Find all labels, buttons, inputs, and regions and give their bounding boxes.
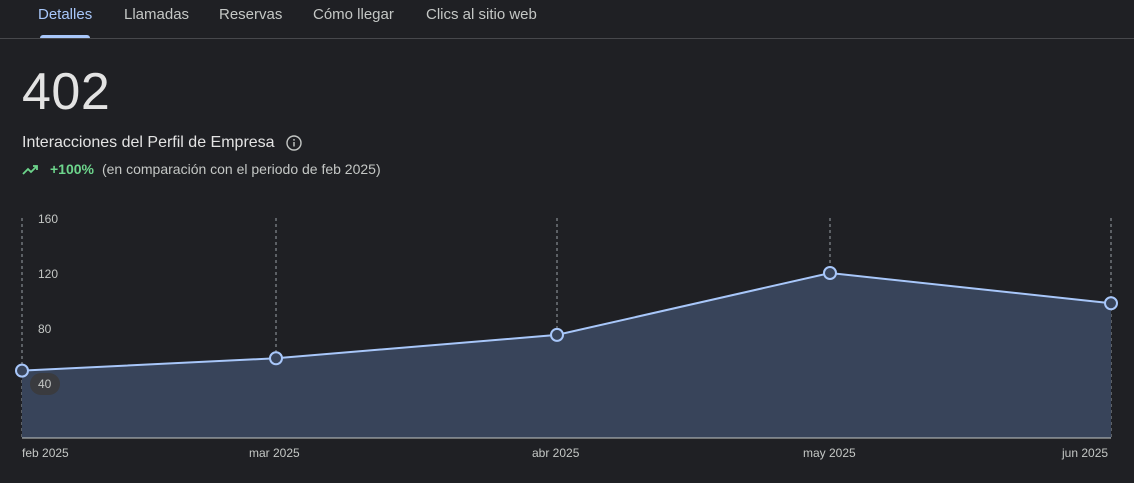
tab-reservas[interactable]: Reservas [219, 6, 283, 23]
data-point[interactable] [269, 351, 283, 366]
series-area [22, 273, 1111, 438]
y-tick-label: 160 [38, 212, 59, 226]
y-tick-label: 40 [38, 377, 52, 391]
trend-comparison-text: (en comparación con el periodo de feb 20… [101, 161, 381, 177]
interactions-chart: 160 120 80 40 feb 2025 mar 2025 abr 2025… [0, 200, 1134, 483]
trend-value: +100% [50, 161, 94, 177]
y-axis-highlight-badge [30, 373, 60, 395]
tab-detalles[interactable]: Detalles [38, 6, 93, 23]
x-tick-label: mar 2025 [249, 446, 300, 460]
data-point[interactable] [550, 327, 564, 342]
chart-plot [15, 218, 1118, 439]
data-point[interactable] [15, 363, 29, 378]
interactions-total: 402 [22, 63, 111, 121]
trending-up-icon [22, 165, 38, 175]
trend-row: +100% (en comparación con el periodo de … [22, 160, 381, 178]
y-tick-label: 120 [38, 267, 59, 281]
tab-clics-sitio-web[interactable]: Clics al sitio web [426, 6, 537, 23]
x-tick-label: feb 2025 [22, 446, 69, 460]
info-icon[interactable] [286, 135, 302, 151]
x-tick-label: jun 2025 [1062, 446, 1109, 460]
metric-title: Interacciones del Perfil de Empresa [22, 134, 275, 151]
x-tick-label: may 2025 [803, 446, 856, 460]
data-point[interactable] [1104, 296, 1118, 311]
y-tick-label: 80 [38, 322, 52, 336]
data-point[interactable] [823, 266, 837, 280]
tab-como-llegar[interactable]: Cómo llegar [313, 6, 394, 23]
active-tab-indicator [40, 35, 90, 38]
tab-bar: Detalles Llamadas Reservas Cómo llegar C… [0, 0, 1134, 39]
x-tick-label: abr 2025 [532, 446, 580, 460]
tab-llamadas[interactable]: Llamadas [124, 6, 190, 23]
